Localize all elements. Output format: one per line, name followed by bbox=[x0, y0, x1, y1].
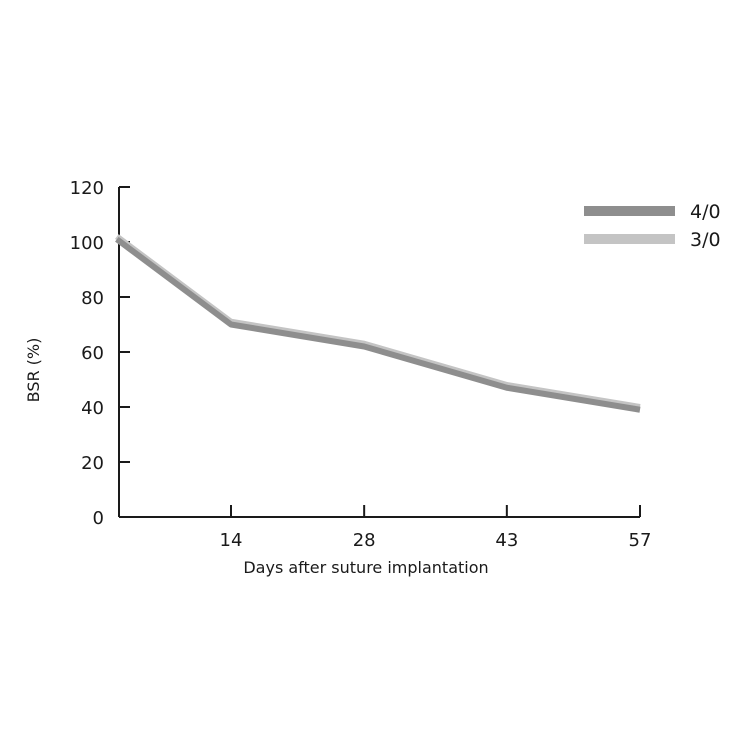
y-tick-label: 80 bbox=[81, 288, 104, 309]
y-tick-label: 60 bbox=[81, 343, 104, 364]
legend-swatch-3-0 bbox=[584, 234, 675, 244]
x-axis-title: Days after suture implantation bbox=[243, 558, 488, 577]
y-tick-label: 40 bbox=[81, 398, 104, 419]
y-tick-label: 0 bbox=[93, 508, 104, 529]
series-line-3-0 bbox=[115, 234, 641, 410]
series-line-4-0 bbox=[115, 236, 641, 413]
y-tick-label: 20 bbox=[81, 453, 104, 474]
x-tick-label: 43 bbox=[495, 530, 518, 551]
legend: 4/03/0 bbox=[584, 201, 721, 251]
legend-label-3-0: 3/0 bbox=[690, 229, 721, 251]
y-tick-label: 100 bbox=[70, 233, 104, 254]
x-tick-label: 28 bbox=[353, 530, 376, 551]
y-tick-label: 120 bbox=[70, 178, 104, 199]
x-tick-label: 14 bbox=[220, 530, 243, 551]
x-tick-label: 57 bbox=[629, 530, 652, 551]
axes-layer: 0 20 40 60 80 100 120 14 28 43 57 bbox=[70, 178, 652, 551]
legend-swatch-4-0 bbox=[584, 206, 675, 216]
y-axis-title: BSR (%) bbox=[24, 338, 43, 403]
legend-label-4-0: 4/0 bbox=[690, 201, 721, 223]
series-layer bbox=[115, 234, 641, 413]
